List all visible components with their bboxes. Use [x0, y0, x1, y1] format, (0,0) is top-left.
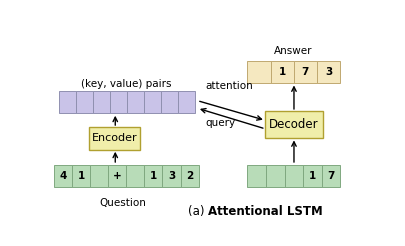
FancyBboxPatch shape [110, 91, 127, 113]
Text: Decoder: Decoder [269, 118, 318, 131]
FancyBboxPatch shape [54, 165, 72, 187]
Text: 1: 1 [278, 67, 285, 77]
FancyBboxPatch shape [321, 165, 339, 187]
FancyBboxPatch shape [247, 165, 265, 187]
FancyBboxPatch shape [293, 61, 316, 83]
Text: attention: attention [205, 81, 252, 91]
FancyBboxPatch shape [264, 111, 322, 138]
Text: 1: 1 [149, 171, 157, 181]
FancyBboxPatch shape [144, 91, 161, 113]
FancyBboxPatch shape [270, 61, 293, 83]
FancyBboxPatch shape [247, 61, 270, 83]
Text: 1: 1 [77, 171, 85, 181]
Text: +: + [113, 171, 121, 181]
Text: (key, value) pairs: (key, value) pairs [81, 79, 171, 89]
Text: (a): (a) [188, 205, 208, 218]
FancyBboxPatch shape [180, 165, 198, 187]
Text: 4: 4 [59, 171, 66, 181]
Text: 3: 3 [324, 67, 331, 77]
FancyBboxPatch shape [316, 61, 339, 83]
FancyBboxPatch shape [93, 91, 110, 113]
Text: 3: 3 [167, 171, 175, 181]
FancyBboxPatch shape [162, 165, 180, 187]
FancyBboxPatch shape [265, 165, 284, 187]
Text: 2: 2 [185, 171, 193, 181]
FancyBboxPatch shape [161, 91, 178, 113]
FancyBboxPatch shape [178, 91, 195, 113]
FancyBboxPatch shape [76, 91, 93, 113]
FancyBboxPatch shape [303, 165, 321, 187]
FancyBboxPatch shape [127, 91, 144, 113]
FancyBboxPatch shape [284, 165, 303, 187]
FancyBboxPatch shape [88, 127, 140, 150]
FancyBboxPatch shape [108, 165, 126, 187]
Text: 1: 1 [308, 171, 315, 181]
FancyBboxPatch shape [72, 165, 90, 187]
Text: Answer: Answer [273, 46, 311, 56]
Text: 7: 7 [326, 171, 334, 181]
Text: Attentional LSTM: Attentional LSTM [208, 205, 322, 218]
Text: Encoder: Encoder [92, 133, 137, 143]
FancyBboxPatch shape [90, 165, 108, 187]
Text: Question: Question [100, 198, 146, 208]
Text: 7: 7 [301, 67, 308, 77]
Text: query: query [205, 118, 234, 128]
FancyBboxPatch shape [144, 165, 162, 187]
FancyBboxPatch shape [58, 91, 76, 113]
FancyBboxPatch shape [126, 165, 144, 187]
